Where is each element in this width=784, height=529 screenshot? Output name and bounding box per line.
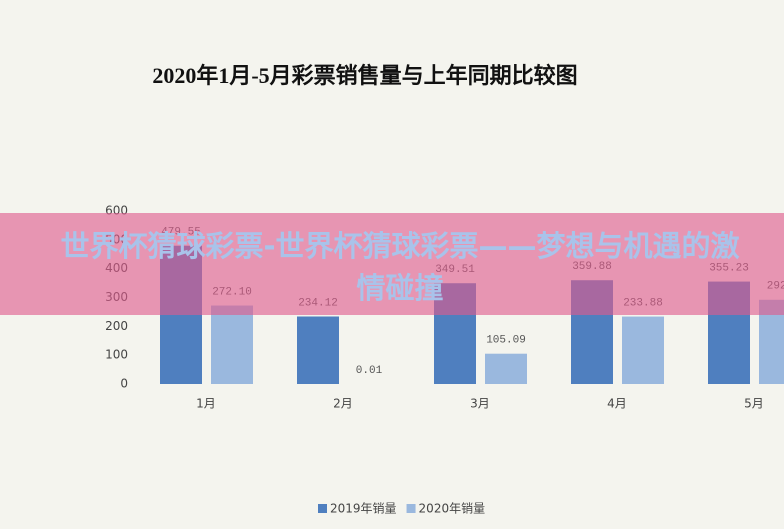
bar [622,316,664,384]
legend-swatch [318,504,327,513]
legend-label: 2019年销量 [330,502,397,516]
banner: 世界杯猜球彩票-世界杯猜球彩票——梦想与机遇的激情碰撞 [0,213,784,315]
legend-label: 2020年销量 [419,502,486,516]
bar [211,305,253,384]
y-tick-label: 0 [120,377,128,391]
bar [297,316,339,384]
y-tick-label: 200 [105,319,128,333]
x-tick-label: 5月 [744,397,764,411]
y-tick-label: 100 [105,348,128,362]
x-tick-label: 3月 [470,397,490,411]
chart-title: 2020年1月-5月彩票销售量与上年同期比较图 [152,63,577,88]
value-label: 0.01 [356,365,383,377]
x-tick-label: 2月 [333,397,353,411]
bar [485,353,527,384]
x-tick-label: 1月 [196,397,216,411]
value-label: 105.09 [486,335,526,347]
banner-text: 世界杯猜球彩票-世界杯猜球彩票——梦想与机遇的激情碰撞 [60,229,740,305]
x-tick-label: 4月 [607,397,627,411]
legend-swatch [406,504,416,513]
